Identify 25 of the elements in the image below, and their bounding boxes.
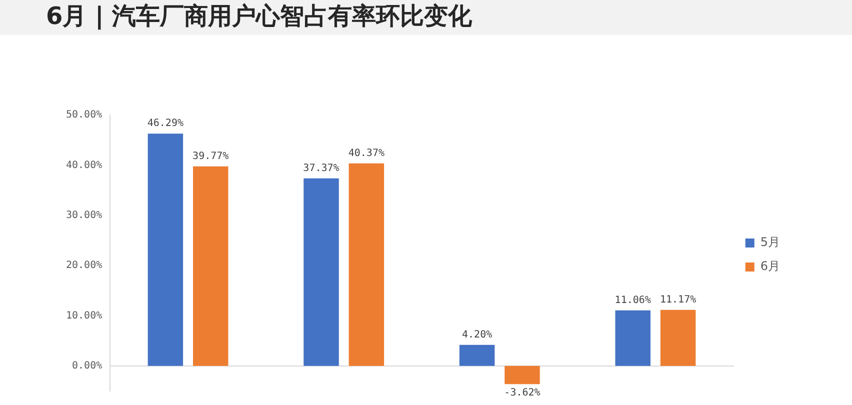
y-tick-label: 30.00%	[66, 210, 102, 221]
bar	[148, 134, 184, 366]
y-tick-label: 0.00%	[72, 360, 102, 372]
bar	[615, 310, 650, 366]
data-label: 11.17%	[660, 294, 696, 306]
data-label: 4.20%	[462, 329, 492, 340]
bar	[504, 366, 540, 384]
bar	[459, 344, 495, 366]
data-label: 46.29%	[147, 118, 184, 130]
legend-label: 5月	[760, 235, 780, 250]
data-label: -3.62%	[504, 388, 540, 399]
bar	[193, 166, 228, 366]
bar	[304, 178, 339, 366]
bar	[660, 310, 696, 366]
chart-title: 6月 | 汽车厂商用户心智占有率环比变化	[46, 1, 472, 31]
data-label: 37.37%	[303, 162, 340, 174]
y-tick-label: 50.00%	[66, 110, 102, 121]
data-label: 39.77%	[192, 150, 229, 162]
y-tick-label: 20.00%	[66, 260, 102, 272]
data-label: 11.06%	[614, 295, 651, 306]
bar	[348, 163, 384, 366]
legend-label: 6月	[760, 259, 780, 274]
y-tick-label: 10.00%	[66, 310, 102, 322]
data-label: 40.37%	[348, 148, 384, 159]
y-tick-label: 40.00%	[66, 160, 102, 171]
